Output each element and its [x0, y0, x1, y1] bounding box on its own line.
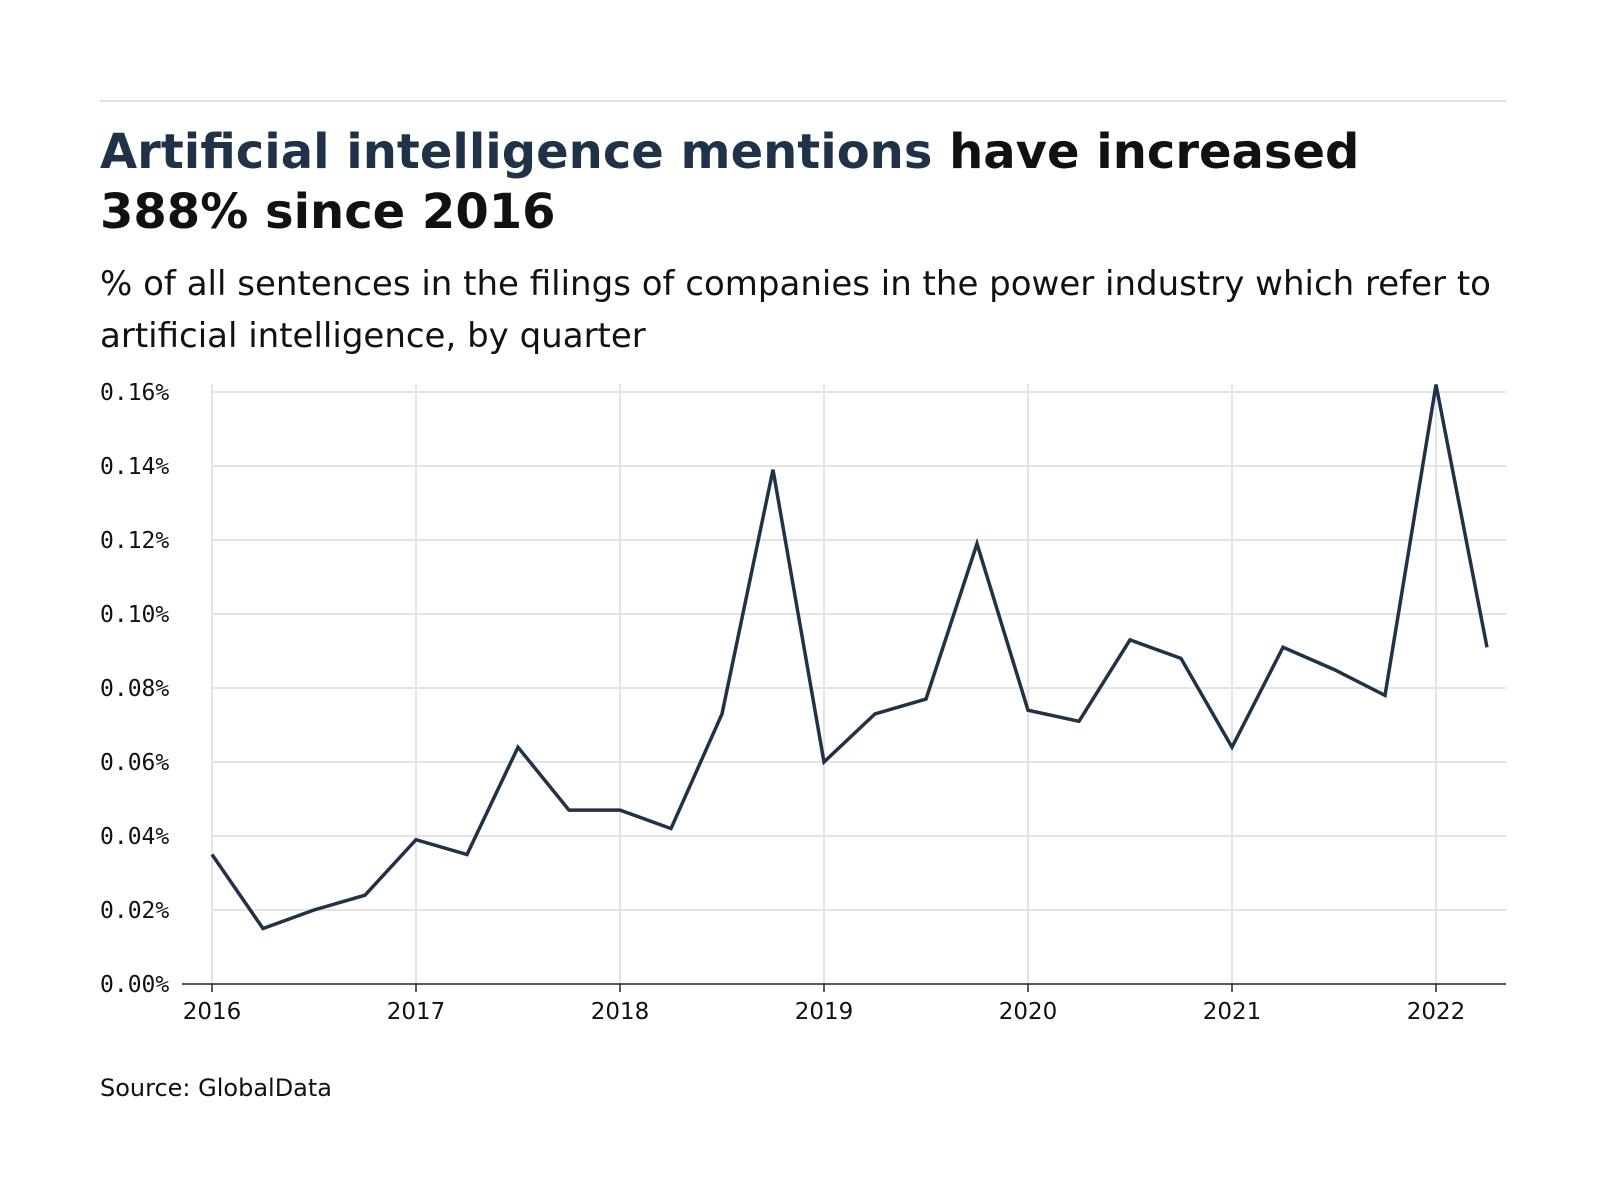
chart-subtitle: % of all sentences in the filings of com… — [100, 264, 1491, 356]
y-tick-label: 0.00% — [100, 972, 169, 998]
x-tick-label: 2020 — [999, 999, 1058, 1025]
x-tick-label: 2017 — [387, 999, 446, 1025]
y-tick-label: 0.12% — [100, 528, 169, 554]
top-divider — [100, 100, 1506, 102]
tick-labels: 0.00% 0.02% 0.04% 0.06% 0.08% 0.10% 0.12% 0.14%… — [100, 380, 1465, 1025]
source-note: Source: GlobalData — [100, 1074, 333, 1102]
y-tick-label: 0.08% — [100, 676, 169, 702]
headline-highlight: Artificial intelligence mentions — [100, 124, 933, 180]
y-tick-label: 0.16% — [100, 380, 169, 406]
x-tick-label: 2022 — [1407, 999, 1466, 1025]
y-tick-label: 0.10% — [100, 602, 169, 628]
chart-headline: Artificial intelligence mentions have in… — [100, 122, 1520, 242]
x-tick-label: 2018 — [591, 999, 650, 1025]
headline-rest: have increased 388% since 2016 — [100, 124, 1360, 240]
y-tick-label: 0.02% — [100, 898, 169, 924]
gridlines — [211, 384, 1506, 984]
line-chart: 0.00% 0.02% 0.04% 0.06% 0.08% 0.10% 0.12% 0.14%… — [100, 380, 1506, 1025]
y-tick-label: 0.14% — [100, 454, 169, 480]
y-tick-label: 0.06% — [100, 750, 169, 776]
x-tick-label: 2019 — [795, 999, 854, 1025]
axes — [182, 983, 1506, 992]
series-layer — [210, 384, 1489, 931]
y-tick-label: 0.04% — [100, 824, 169, 850]
series-line — [210, 384, 1489, 931]
x-tick-label: 2016 — [183, 999, 242, 1025]
x-tick-label: 2021 — [1203, 999, 1262, 1025]
